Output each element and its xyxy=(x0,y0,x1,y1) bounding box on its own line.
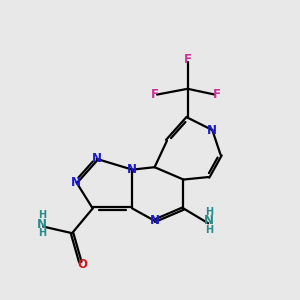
Text: N: N xyxy=(127,163,137,176)
Text: N: N xyxy=(150,214,160,227)
Text: N: N xyxy=(204,214,214,227)
Text: O: O xyxy=(78,258,88,271)
Text: H: H xyxy=(205,225,213,235)
Text: N: N xyxy=(92,152,102,165)
Text: N: N xyxy=(37,218,47,231)
Text: N: N xyxy=(207,124,217,136)
Text: F: F xyxy=(184,53,192,66)
Text: H: H xyxy=(38,228,46,238)
Text: F: F xyxy=(151,88,159,101)
Text: H: H xyxy=(38,211,46,220)
Text: H: H xyxy=(205,207,213,217)
Text: F: F xyxy=(213,88,221,101)
Text: N: N xyxy=(71,176,81,188)
